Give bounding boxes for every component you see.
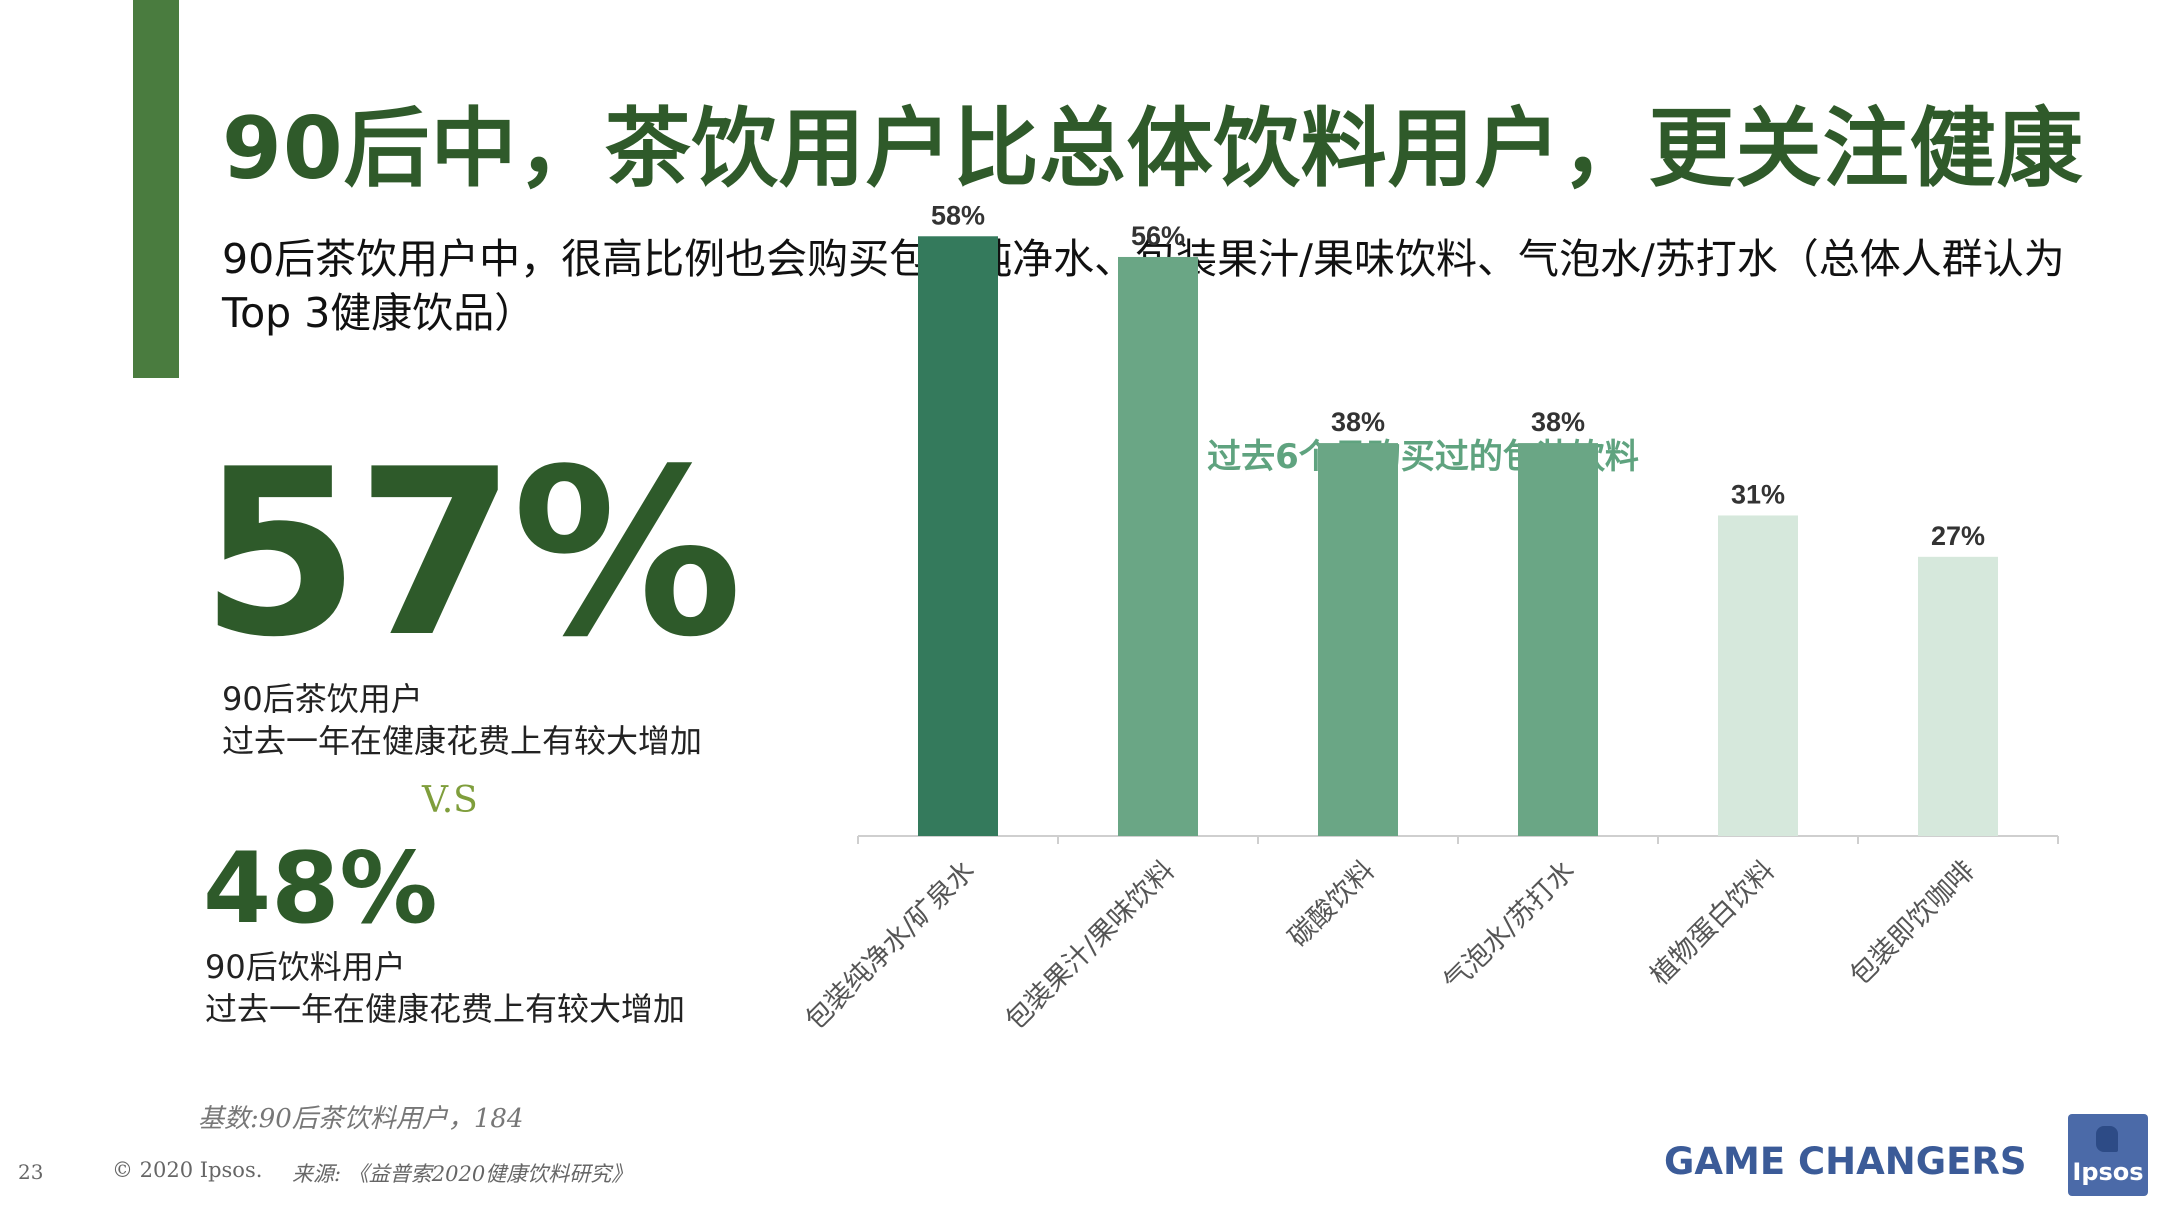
data-label-6: 27%	[1931, 521, 1985, 551]
bar-3	[1318, 443, 1398, 836]
bar-4	[1518, 443, 1598, 836]
stat-drink-users-line2: 过去一年在健康花费上有较大增加	[205, 990, 686, 1028]
category-label-1: 包装纯净水/矿泉水	[800, 855, 981, 1036]
category-label-3: 碳酸饮料	[1283, 855, 1381, 953]
logo-mark-icon	[2096, 1126, 2118, 1152]
category-label-6: 包装即饮咖啡	[1844, 855, 1980, 991]
bar-6	[1918, 556, 1998, 836]
accent-bar	[133, 0, 179, 378]
bar-5	[1718, 515, 1798, 836]
stat-drink-users-line1: 90后饮料用户	[205, 948, 406, 986]
stat-tea-users-line1: 90后茶饮用户	[222, 680, 423, 718]
stat-tea-users-desc: 90后茶饮用户 过去一年在健康花费上有较大增加	[222, 678, 702, 762]
category-label-5: 植物蛋白饮料	[1644, 855, 1780, 991]
data-label-3: 38%	[1331, 407, 1385, 437]
stat-drink-users-desc: 90后饮料用户 过去一年在健康花费上有较大增加	[205, 946, 685, 1030]
page-number: 23	[18, 1160, 44, 1184]
source-note: 来源: 《益普索2020健康饮料研究》	[292, 1162, 633, 1186]
bar-2	[1118, 256, 1198, 837]
bar-1	[918, 236, 998, 836]
stat-drink-users-value: 48%	[203, 832, 438, 946]
page-title: 90后中，茶饮用户比总体饮料用户，更关注健康	[222, 99, 2084, 199]
ipsos-logo: Ipsos	[2068, 1114, 2148, 1196]
data-label-4: 38%	[1531, 407, 1585, 437]
copyright: © 2020 Ipsos.	[112, 1158, 263, 1182]
stat-tea-users-line2: 过去一年在健康花费上有较大增加	[222, 722, 703, 760]
stat-tea-users-value: 57%	[200, 421, 743, 688]
data-label-5: 31%	[1731, 479, 1785, 509]
data-label-1: 58%	[931, 200, 985, 230]
logo-text: Ipsos	[2072, 1158, 2144, 1186]
category-label-2: 包装果汁/果味饮料	[1000, 855, 1181, 1036]
brand-tagline: GAME CHANGERS	[1664, 1140, 2027, 1183]
data-label-2: 56%	[1131, 221, 1185, 251]
base-note: 基数:90后茶饮料用户，184	[198, 1104, 524, 1134]
vs-label: V.S	[422, 780, 478, 821]
category-label-4: 气泡水/苏打水	[1438, 855, 1581, 998]
